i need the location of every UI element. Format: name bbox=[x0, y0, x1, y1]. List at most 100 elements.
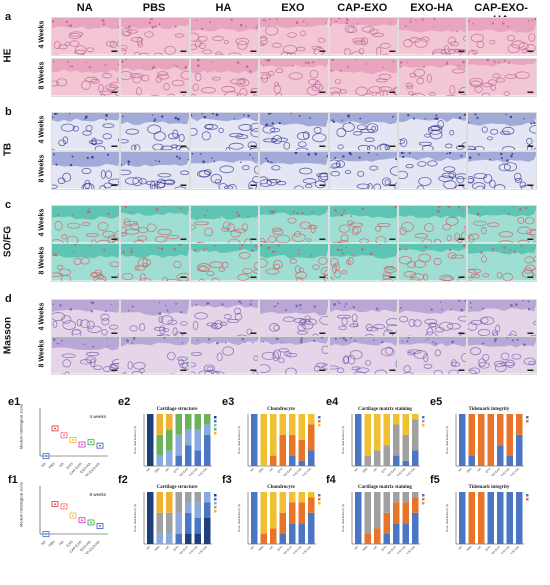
bar-segment bbox=[374, 450, 381, 466]
bar-segment bbox=[166, 533, 173, 544]
bar-segment bbox=[204, 434, 211, 466]
tick-label: HA bbox=[268, 545, 274, 551]
tick-label: CAP-EXO-HA bbox=[401, 467, 416, 476]
tick-label: HA bbox=[372, 467, 378, 473]
y-axis-label: Score distribution (%) bbox=[341, 504, 345, 532]
legend-swatch bbox=[318, 502, 321, 505]
box-mark bbox=[69, 512, 77, 519]
bar-segment bbox=[270, 414, 277, 456]
tick-label: PBS bbox=[154, 467, 161, 474]
bar-segment bbox=[298, 502, 305, 524]
tick-label: HA bbox=[268, 467, 274, 473]
micrograph-tile bbox=[259, 112, 329, 151]
bar-segment bbox=[374, 414, 381, 451]
micrograph-tile bbox=[259, 17, 329, 56]
bar-segment bbox=[194, 533, 201, 544]
legend-swatch bbox=[422, 494, 425, 497]
panel-letter: d bbox=[5, 293, 12, 305]
timepoint-label: 4 weeks bbox=[89, 414, 106, 419]
micrograph-tile bbox=[259, 151, 329, 190]
bar-segment bbox=[308, 424, 315, 451]
bar-segment bbox=[185, 512, 192, 534]
y-axis-label: Score distribution (%) bbox=[445, 504, 449, 532]
bar-segment bbox=[383, 533, 390, 544]
micrograph-tile bbox=[398, 151, 468, 190]
bar-segment bbox=[166, 492, 173, 513]
tick-label: PBS bbox=[466, 545, 473, 552]
bar-segment bbox=[355, 414, 362, 466]
panel-letter: a bbox=[5, 11, 12, 23]
y-axis-label: Score distribution (%) bbox=[445, 426, 449, 454]
micrograph-tile bbox=[398, 58, 468, 97]
timepoint-label: 8 Weeks bbox=[38, 61, 46, 90]
bar-segment bbox=[289, 523, 296, 544]
box-mark bbox=[42, 453, 50, 459]
bar-segment bbox=[270, 528, 277, 544]
bar-segment bbox=[412, 492, 419, 498]
tick-label: EXO-HA bbox=[500, 545, 511, 554]
tick-label: EXO-HA bbox=[292, 545, 303, 554]
bar-segment bbox=[383, 512, 390, 534]
mean-point bbox=[99, 525, 101, 527]
bar-segment bbox=[156, 455, 163, 466]
bar-segment bbox=[166, 414, 173, 430]
micrograph-tile bbox=[328, 336, 398, 375]
tick-label: NA bbox=[353, 545, 359, 551]
bar-segment bbox=[364, 414, 371, 456]
bar-segment bbox=[185, 414, 192, 430]
bar-segment bbox=[204, 518, 211, 544]
micrograph-tile bbox=[328, 17, 398, 56]
bar-segment bbox=[487, 492, 494, 544]
bar-segment bbox=[185, 429, 192, 446]
bar-segment bbox=[251, 492, 258, 544]
micrograph-tile bbox=[398, 17, 468, 56]
bar-segment bbox=[185, 533, 192, 544]
bar-segment bbox=[260, 414, 267, 466]
micrograph-tile bbox=[259, 299, 329, 338]
bar-segment bbox=[383, 492, 390, 513]
tick-label: CAP-EXO bbox=[489, 466, 501, 476]
tick-label: HA bbox=[58, 539, 65, 546]
tick-label: CAP-EXO bbox=[177, 466, 189, 476]
legend-swatch bbox=[214, 498, 217, 501]
bar-segment bbox=[175, 492, 182, 513]
micrograph-tile bbox=[467, 112, 537, 151]
timepoint-label: 8 Weeks bbox=[38, 246, 46, 275]
bar-segment bbox=[204, 424, 211, 435]
bar-segment bbox=[468, 414, 475, 456]
box-mark bbox=[96, 523, 104, 529]
mean-point bbox=[72, 439, 74, 441]
micrograph-tile bbox=[259, 243, 329, 282]
tick-label: CAP-EXO bbox=[385, 466, 397, 476]
micrograph-tile bbox=[120, 17, 190, 56]
column-header: CAP-EXO bbox=[337, 2, 388, 14]
chart-title: Cartilage structure bbox=[157, 485, 199, 490]
tick-label: NA bbox=[145, 545, 151, 551]
y-axis-label: Score distribution (%) bbox=[237, 426, 241, 454]
chart-title: Tidemark integrity bbox=[469, 407, 510, 412]
micrograph-tile bbox=[189, 336, 260, 375]
bar-segment bbox=[175, 512, 182, 534]
bar-segment bbox=[393, 414, 400, 425]
tick-label: CAP-EXO-HA bbox=[505, 545, 520, 554]
micrograph-tile bbox=[189, 205, 260, 244]
legend-swatch bbox=[422, 424, 425, 427]
bar-segment bbox=[175, 455, 182, 466]
bar-segment bbox=[194, 429, 201, 451]
tick-label: EXO bbox=[276, 466, 284, 474]
bar-segment bbox=[185, 502, 192, 513]
panel-letter: e4 bbox=[326, 396, 339, 408]
chart-title: Cartilage structure bbox=[157, 407, 199, 412]
mean-point bbox=[63, 434, 65, 437]
bar-segment bbox=[478, 414, 485, 466]
legend-swatch bbox=[318, 424, 321, 427]
legend-swatch bbox=[526, 498, 529, 501]
legend-swatch bbox=[214, 494, 217, 497]
chart-title: Cartilage matrix staining bbox=[358, 407, 412, 412]
micrograph-tile bbox=[467, 151, 537, 190]
micrograph-tile bbox=[328, 299, 398, 338]
mean-point bbox=[81, 519, 83, 522]
micrograph-tile bbox=[189, 151, 260, 190]
